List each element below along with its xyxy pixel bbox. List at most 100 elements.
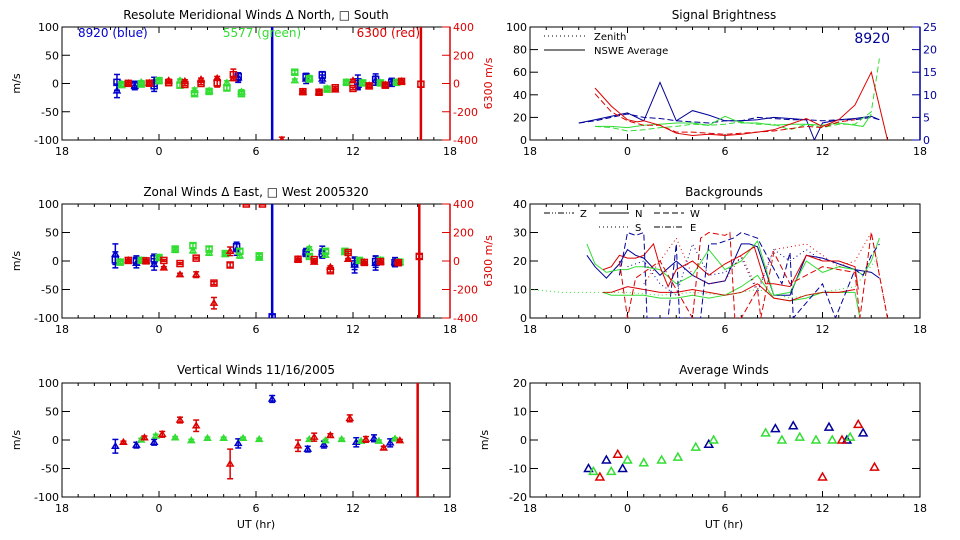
- plot-frame: [529, 203, 921, 319]
- y2-axis-label: 6300 m/s: [482, 235, 495, 287]
- data-point-square: [205, 245, 213, 253]
- plot-area: [111, 383, 419, 497]
- data-point-square: [236, 247, 244, 256]
- data-point-square: [164, 78, 173, 87]
- data-point-square: [255, 252, 263, 260]
- y-tick-label: 100: [38, 377, 59, 390]
- series-line: [603, 283, 856, 302]
- data-point-triangle: [385, 438, 395, 446]
- panel-title: Backgrounds: [685, 185, 763, 199]
- x-tick-label: 0: [156, 502, 163, 515]
- data-point-square: [305, 75, 314, 83]
- series-line: [578, 113, 880, 124]
- x-tick-label: 0: [156, 145, 163, 158]
- data-point-square: [344, 248, 352, 257]
- series-8920-zenith: [578, 113, 880, 124]
- data-point-triangle: [836, 434, 848, 444]
- data-point-square: [189, 241, 197, 250]
- y2-tick-label: -200: [453, 106, 478, 119]
- y-tick-label: 20: [513, 255, 527, 268]
- data-point-square: [381, 81, 390, 89]
- legend-label: Zenith: [594, 32, 626, 43]
- data-point-triangle: [617, 462, 628, 473]
- y2-tick-label: 25: [923, 21, 937, 34]
- series-line: [530, 254, 880, 299]
- series-8920: [583, 420, 869, 473]
- series-5577-dot: [530, 254, 880, 299]
- x-tick-label: 18: [55, 502, 69, 515]
- data-point-square: [124, 79, 133, 88]
- data-point-square: [394, 258, 403, 267]
- y2-tick-label: 15: [923, 66, 937, 79]
- data-point-triangle: [225, 246, 235, 255]
- data-point-triangle: [379, 443, 389, 451]
- series-line: [594, 70, 888, 140]
- plot-area: [111, 204, 424, 318]
- data-point-triangle: [140, 433, 149, 441]
- panel-title: Signal Brightness: [672, 8, 777, 22]
- data-point-square: [237, 89, 246, 98]
- data-point-triangle: [794, 431, 806, 441]
- annotation: 8920: [854, 31, 890, 47]
- data-point-triangle: [594, 471, 606, 481]
- x-tick-label: 0: [624, 502, 631, 515]
- y-axis-label: m/s: [10, 73, 23, 93]
- x-tick-label: 18: [913, 502, 927, 515]
- series-line: [586, 238, 880, 296]
- y2-tick-label: 400: [453, 21, 474, 34]
- y2-tick-label: 20: [923, 44, 937, 57]
- data-point-triangle: [583, 462, 594, 473]
- y-tick-label: 50: [45, 49, 59, 62]
- x-tick-label: 12: [816, 502, 830, 515]
- data-point-square: [323, 85, 331, 93]
- data-point-square: [210, 279, 218, 287]
- x-tick-label: 6: [722, 502, 729, 515]
- y-tick-label: -100: [34, 312, 59, 325]
- data-point-square: [365, 82, 373, 90]
- data-point-square: [321, 247, 330, 256]
- y-tick-label: -50: [41, 463, 59, 476]
- data-point-triangle: [254, 434, 264, 443]
- y-tick-label: 40: [513, 198, 527, 211]
- data-point-triangle: [151, 431, 161, 439]
- series-6300: [594, 418, 880, 481]
- y-tick-label: 50: [45, 227, 59, 240]
- y2-tick-label: 0: [453, 78, 460, 91]
- data-point-triangle: [810, 434, 822, 444]
- data-point-square: [137, 80, 145, 88]
- y2-tick-label: 400: [453, 198, 474, 211]
- y2-tick-label: 5: [923, 111, 930, 124]
- x-tick-label: 12: [346, 502, 360, 515]
- x-tick-label: 18: [55, 323, 69, 336]
- series-6300-dash: [618, 231, 888, 318]
- data-point-triangle: [238, 433, 248, 442]
- y-tick-label: 30: [513, 227, 527, 240]
- data-point-square: [176, 259, 184, 268]
- data-point-square: [291, 68, 299, 76]
- data-point-triangle: [817, 471, 828, 481]
- y-tick-label: 0: [52, 78, 59, 91]
- series-line: [602, 242, 859, 290]
- data-point-square: [205, 87, 213, 96]
- y-tick-label: 0: [52, 434, 59, 447]
- series-line: [618, 231, 888, 318]
- data-point-triangle: [390, 434, 400, 442]
- data-point-triangle: [175, 415, 185, 423]
- x-tick-label: 6: [722, 145, 729, 158]
- data-point-triangle: [279, 135, 285, 140]
- y2-tick-label: 200: [453, 227, 474, 240]
- legend-label: S: [635, 223, 641, 234]
- series-line: [618, 231, 880, 318]
- x-tick-label: 18: [443, 145, 457, 158]
- plot-area: [583, 418, 880, 481]
- y-tick-label: 100: [38, 198, 59, 211]
- data-point-triangle: [175, 270, 185, 278]
- y-tick-label: 0: [520, 312, 527, 325]
- data-point-square: [190, 89, 199, 98]
- x-tick-label: 6: [253, 145, 260, 158]
- data-point-square: [299, 87, 307, 96]
- data-point-square: [376, 257, 385, 266]
- data-point-square: [294, 255, 302, 264]
- annotation: 8920 (blue): [78, 26, 148, 40]
